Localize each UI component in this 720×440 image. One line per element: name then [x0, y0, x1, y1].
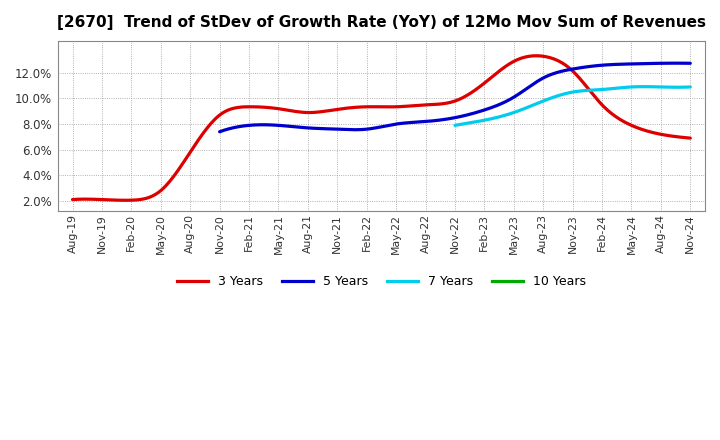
Title: [2670]  Trend of StDev of Growth Rate (YoY) of 12Mo Mov Sum of Revenues: [2670] Trend of StDev of Growth Rate (Yo…: [57, 15, 706, 30]
Legend: 3 Years, 5 Years, 7 Years, 10 Years: 3 Years, 5 Years, 7 Years, 10 Years: [171, 270, 591, 293]
